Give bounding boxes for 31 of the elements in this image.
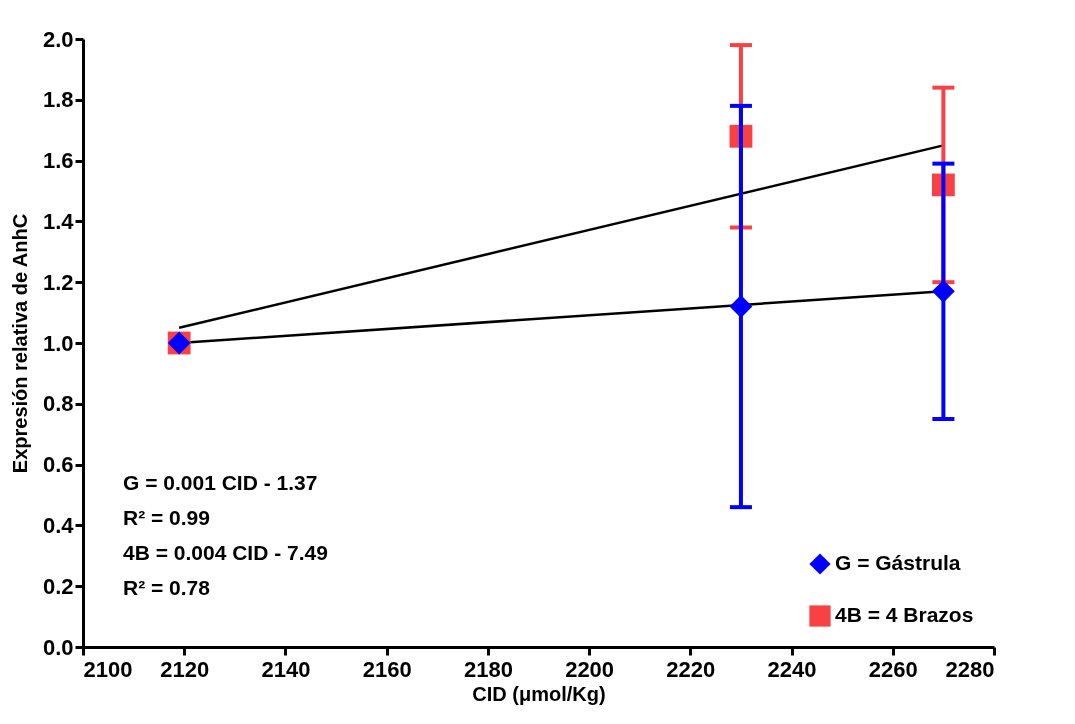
x-tick-label: 2280: [945, 656, 995, 682]
y-tick-label: 1.6: [42, 148, 74, 174]
x-tick-label: 2140: [261, 656, 311, 682]
annotation: G = 0.001 CID - 1.37: [123, 471, 318, 494]
y-tick-label: 1.4: [42, 208, 75, 234]
x-tick-label: 2240: [767, 656, 817, 682]
y-axis-title: Expresión relativa de AnhC: [8, 213, 31, 474]
x-tick-label: 2220: [666, 656, 716, 682]
y-tick-label: 1.8: [42, 87, 74, 113]
y-tick-label: 0.8: [42, 391, 74, 417]
legend-label: G = Gástrula: [835, 551, 961, 574]
y-tick-label: 0.6: [42, 452, 74, 478]
x-tick-label: 2100: [83, 656, 133, 682]
y-tick-label: 1.2: [42, 269, 74, 295]
x-tick-label: 2160: [362, 656, 412, 682]
point: [729, 295, 753, 318]
legend-label: 4B = 4 Brazos: [835, 603, 974, 626]
y-tick-label: 2.0: [42, 26, 74, 52]
x-tick-label: 2260: [868, 656, 918, 682]
x-tick-label: 2120: [160, 656, 210, 682]
y-tick-label: 0.4: [42, 512, 75, 538]
y-tick-label: 0.0: [42, 634, 74, 660]
y-tick-label: 1.0: [42, 330, 74, 356]
annotation: R² = 0.78: [123, 576, 211, 599]
annotation: 4B = 0.004 CID - 7.49: [123, 541, 328, 564]
point: [931, 279, 955, 303]
annotation: R² = 0.99: [123, 506, 210, 529]
x-tick-label: 2200: [565, 656, 615, 682]
x-axis-title: CID (μmol/Kg): [472, 682, 606, 705]
y-tick-label: 0.2: [42, 573, 74, 599]
x-tick-label: 2180: [463, 656, 513, 682]
